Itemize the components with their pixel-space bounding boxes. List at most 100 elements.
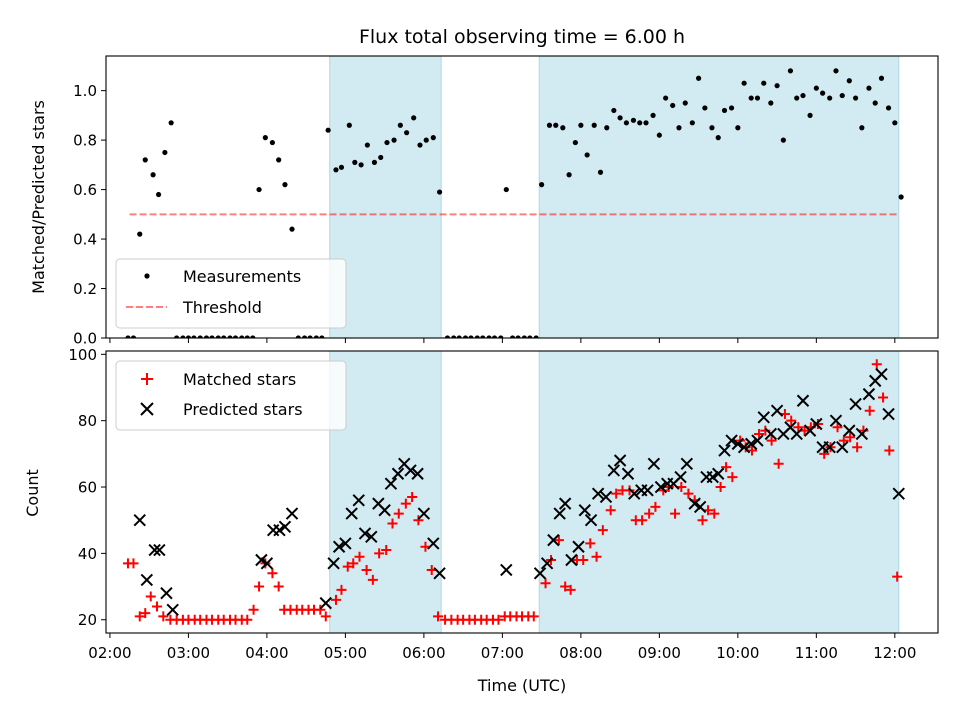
- measurement-point: [244, 335, 250, 338]
- bottom-y-tick-label: 80: [78, 412, 97, 430]
- predicted-star-point: [166, 603, 179, 616]
- predicted-star-point: [621, 467, 635, 480]
- bottom-panel: 20 40 60 80 100 02:00 03:00 04:00 05:00 06:00 07:…: [23, 346, 939, 695]
- legend-threshold-label: Threshold: [182, 298, 262, 317]
- matched-star-point: [267, 568, 278, 579]
- measurement-point: [533, 335, 539, 338]
- matched-star-point: [864, 405, 875, 416]
- measurement-point: [813, 85, 819, 91]
- measurement-point: [623, 120, 629, 126]
- matched-star-point: [254, 581, 265, 592]
- measurement-point: [142, 157, 148, 163]
- measurement-point: [611, 107, 617, 114]
- predicted-star-point: [790, 427, 803, 441]
- measurement-point: [319, 335, 325, 338]
- predicted-star-point: [153, 543, 166, 557]
- bottom-legend-box: [115, 360, 347, 431]
- measurement-point: [295, 335, 301, 338]
- matched-star-point: [591, 551, 602, 562]
- measurement-point: [239, 335, 245, 338]
- measurement-point: [346, 122, 352, 128]
- matched-star-point: [248, 604, 259, 615]
- bottom-shaded-span-1: [538, 350, 900, 634]
- bottom-y-tick-label: 60: [78, 479, 97, 497]
- bottom-plot-area: [122, 359, 905, 625]
- x-tick-label: 12:00: [873, 644, 916, 662]
- predicted-star-point: [433, 567, 446, 580]
- predicted-star-point: [148, 543, 161, 557]
- measurement-point: [572, 139, 578, 146]
- predicted-star-point: [553, 507, 566, 520]
- predicted-star-point: [378, 504, 391, 517]
- top-axes-frame: [105, 55, 939, 339]
- x-axis-label: Time (UTC): [477, 676, 566, 695]
- legend-measurements-label: Measurements: [183, 267, 301, 286]
- predicted-star-point: [352, 494, 365, 507]
- predicted-star-point: [599, 490, 613, 504]
- measurement-point: [878, 75, 885, 81]
- matched-star-point: [721, 462, 732, 473]
- top-x-axis: [109, 338, 896, 343]
- measurement-point: [282, 182, 288, 188]
- measurement-point: [866, 85, 872, 91]
- bottom-legend: Matched stars Predicted stars: [115, 360, 347, 431]
- measurement-point: [480, 335, 486, 338]
- measurement-point: [794, 95, 800, 101]
- legend-predicted-label: Predicted stars: [183, 400, 303, 419]
- matched-star-point: [670, 508, 681, 519]
- predicted-star-point: [823, 441, 836, 454]
- measurement-point: [269, 139, 275, 146]
- matched-star-point: [374, 548, 385, 559]
- measurement-point: [670, 102, 676, 109]
- matched-star-point: [413, 515, 424, 526]
- measurement-point: [509, 335, 516, 338]
- measurement-point: [162, 149, 168, 156]
- measurement-point: [515, 335, 521, 338]
- predicted-star-point: [712, 467, 725, 480]
- measurement-point: [735, 125, 741, 131]
- top-shaded-spans: [329, 55, 900, 339]
- predicted-star-point: [427, 537, 440, 550]
- bottom-y-axis-label: Count: [23, 469, 42, 517]
- matched-star-point: [493, 614, 504, 625]
- measurement-point: [378, 154, 384, 161]
- x-tick-label: 04:00: [245, 644, 288, 662]
- x-tick-label: 02:00: [88, 644, 131, 662]
- measurement-point: [597, 169, 604, 175]
- measurement-point: [527, 335, 533, 338]
- measurement-point: [689, 120, 695, 126]
- measurement-point: [474, 335, 480, 338]
- matched-star-point: [766, 435, 777, 446]
- measurement-point: [852, 95, 859, 101]
- measurement-point: [696, 75, 702, 81]
- measurement-point: [839, 92, 845, 99]
- predicted-star-point: [654, 480, 668, 494]
- measurement-point: [833, 68, 839, 74]
- measurement-point: [468, 335, 474, 338]
- x-tick-label: 11:00: [795, 644, 838, 662]
- measurement-point: [397, 122, 403, 128]
- measurement-point: [191, 335, 197, 338]
- predicted-star-point: [332, 540, 346, 553]
- measurement-point: [656, 132, 662, 138]
- measurement-point: [444, 335, 451, 338]
- measurement-point: [301, 335, 308, 338]
- measurement-point: [456, 335, 462, 338]
- matched-star-point: [697, 515, 708, 526]
- matched-star-point: [528, 611, 539, 622]
- measurement-point: [486, 335, 492, 338]
- predicted-star-point: [345, 507, 358, 520]
- matched-star-point: [637, 515, 648, 526]
- matched-star-point: [871, 359, 882, 370]
- measurement-point: [872, 100, 878, 106]
- predicted-star-point: [770, 404, 784, 417]
- predicted-star-point: [339, 537, 352, 550]
- measurement-point: [256, 186, 262, 193]
- matched-star-point: [852, 442, 863, 453]
- measurement-point: [221, 335, 227, 338]
- matched-star-point: [336, 584, 347, 595]
- matched-star-point: [140, 608, 151, 619]
- matched-star-point: [553, 535, 564, 546]
- predicted-star-point: [607, 464, 621, 477]
- measurement-point: [780, 137, 786, 143]
